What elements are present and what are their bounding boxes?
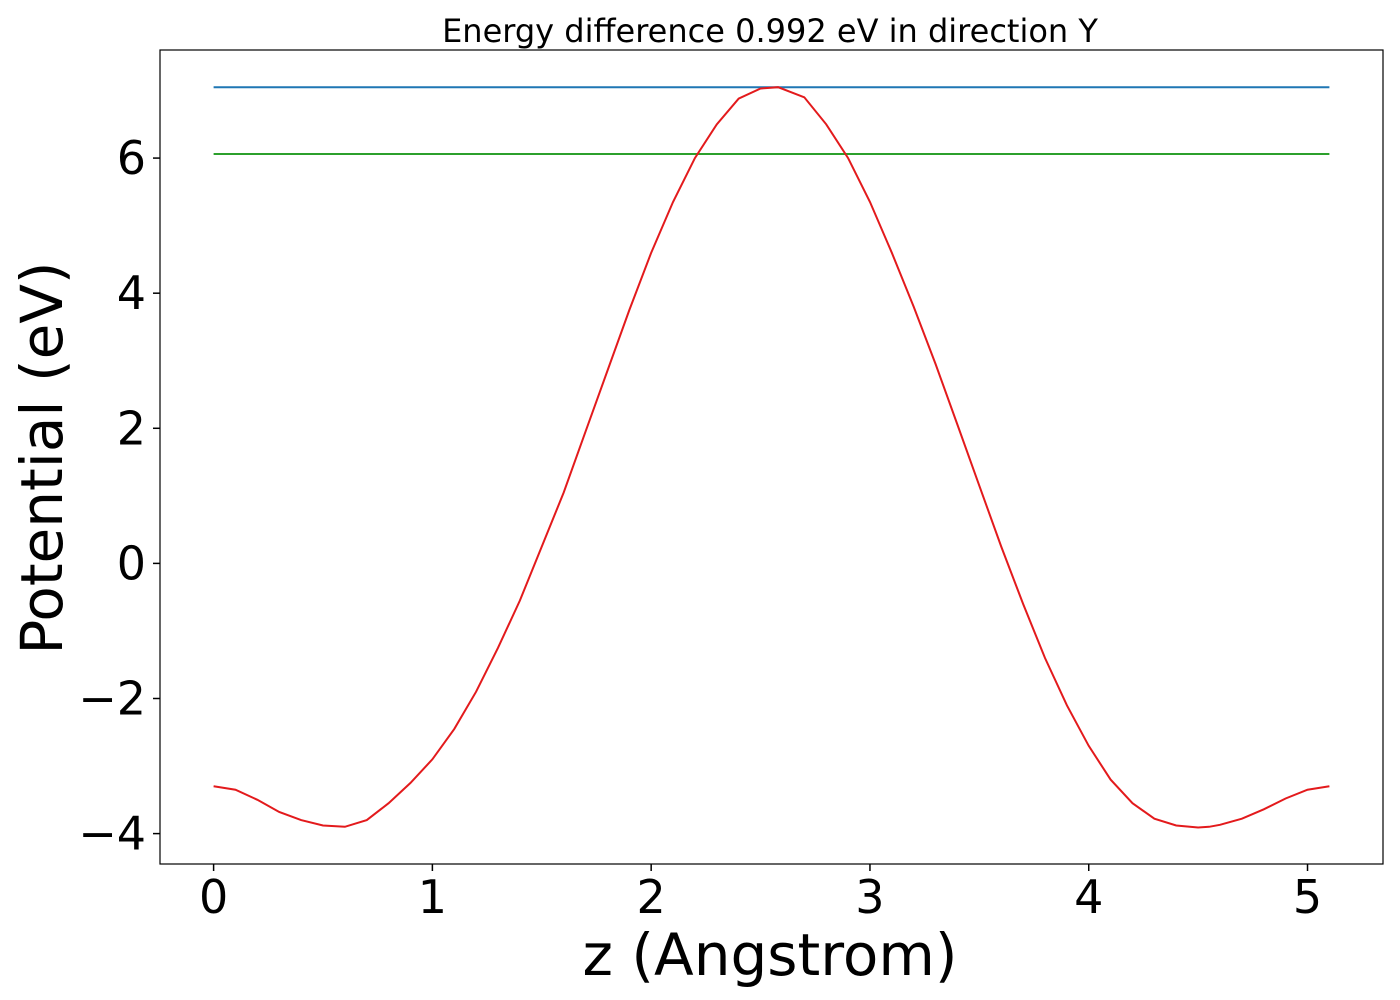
y-tick-label: −4	[78, 807, 146, 861]
series-line-3	[213, 86, 1330, 829]
x-tick-label: 2	[637, 870, 666, 924]
y-axis-label: Potential (eV)	[8, 261, 76, 654]
chart-title: Energy difference 0.992 eV in direction …	[442, 12, 1098, 50]
x-axis-label: z (Angstrom)	[583, 921, 958, 989]
plot-frame	[159, 49, 1384, 865]
x-tick-label: 5	[1293, 870, 1322, 924]
y-axis: −4 −2 0 2 4 6	[78, 131, 160, 861]
x-tick-label: 1	[418, 870, 447, 924]
x-tick-label: 3	[855, 870, 884, 924]
x-axis: 0 1 2 3 4 5	[199, 864, 1322, 924]
plot-area	[213, 86, 1330, 829]
y-tick-label: 6	[117, 131, 146, 185]
y-tick-label: 2	[117, 401, 146, 455]
y-tick-label: 0	[117, 536, 146, 590]
x-tick-label: 4	[1074, 870, 1103, 924]
x-tick-label: 0	[199, 870, 228, 924]
y-tick-label: 4	[117, 266, 146, 320]
y-tick-label: −2	[78, 671, 146, 725]
